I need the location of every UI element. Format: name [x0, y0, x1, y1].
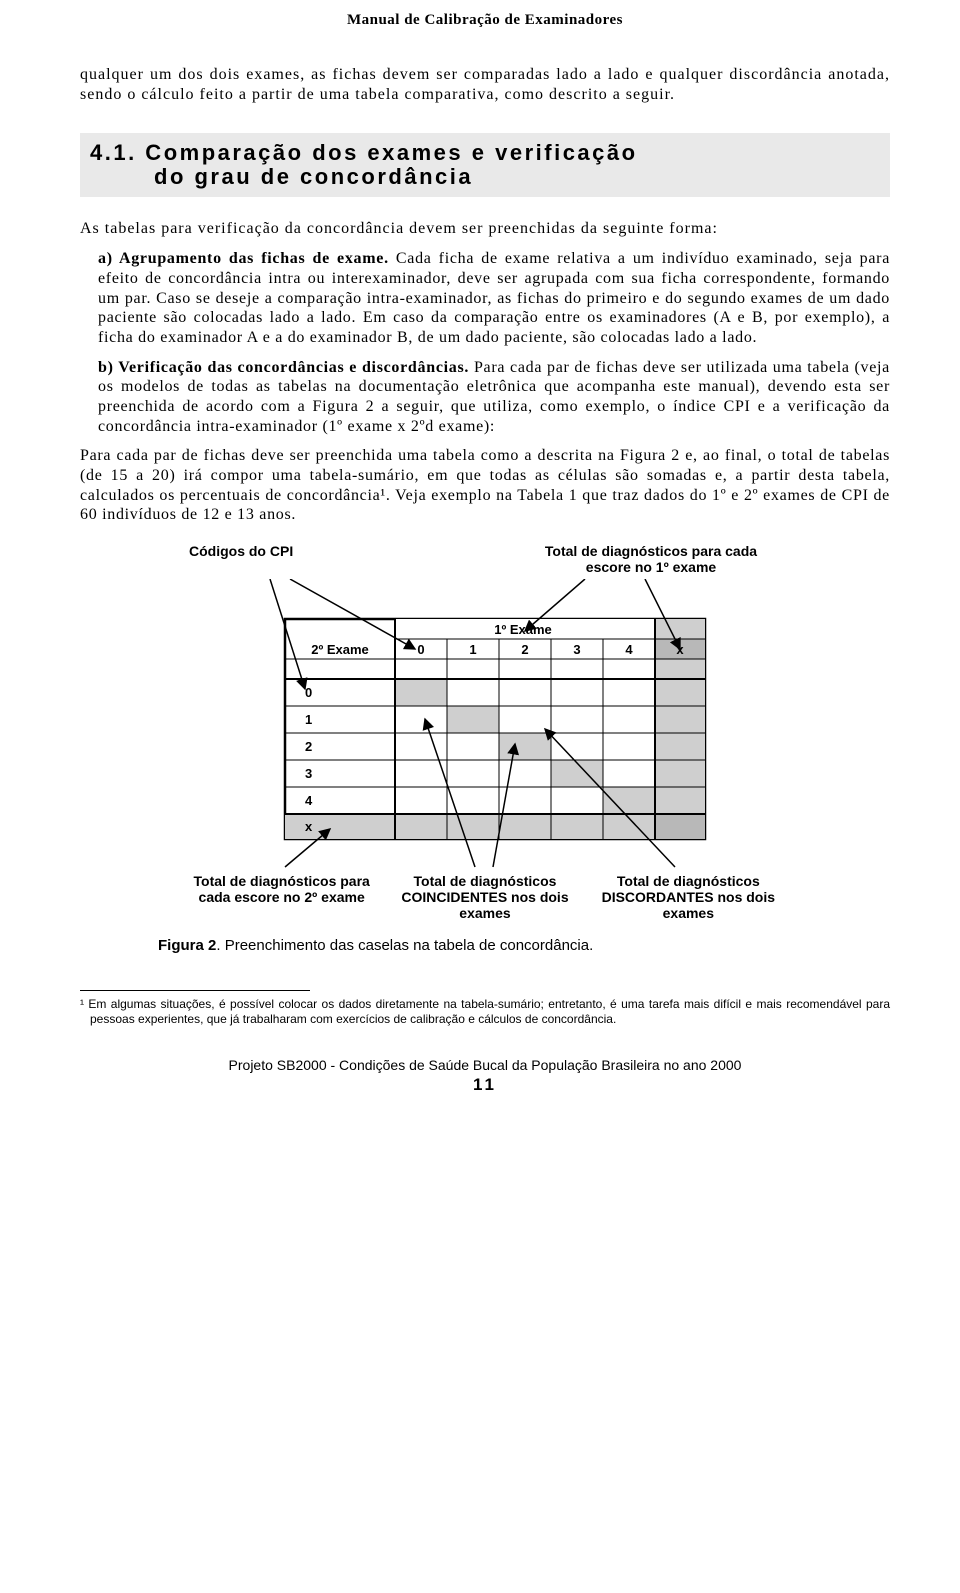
list-item-a-lead: a) Agrupamento das fichas de exame.	[98, 250, 389, 267]
svg-text:x: x	[305, 819, 313, 834]
svg-text:2: 2	[521, 642, 528, 657]
figure-bottom-callouts: Total de diagnósticos para cada escore n…	[185, 873, 785, 921]
svg-text:2: 2	[305, 739, 312, 754]
figure-caption-lead: Figura 2	[158, 937, 216, 954]
svg-text:3: 3	[573, 642, 580, 657]
svg-text:1º Exame: 1º Exame	[494, 622, 552, 637]
page-number: 11	[80, 1075, 890, 1095]
footer-text: Projeto SB2000 - Condições de Saúde Buca…	[80, 1057, 890, 1073]
figure-2: Códigos do CPI Total de diagnósticos par…	[185, 543, 785, 921]
list-item-b: b) Verificação das concordâncias e disco…	[80, 358, 890, 437]
svg-text:3: 3	[305, 766, 312, 781]
figure-table-svg: 1º Exame 2º Exame 0 1 2 3 4 x 0 1 2 3 4 …	[215, 579, 755, 869]
callout-codigos-cpi: Códigos do CPI	[189, 543, 389, 575]
svg-text:4: 4	[625, 642, 633, 657]
document-header: Manual de Calibração de Examinadores	[80, 12, 890, 29]
list-item-a: a) Agrupamento das fichas de exame. Cada…	[80, 249, 890, 347]
svg-text:0: 0	[305, 685, 312, 700]
footnote-1: ¹ Em algumas situações, é possível coloc…	[80, 997, 890, 1027]
figure-caption-text: . Preenchimento das caselas na tabela de…	[216, 937, 593, 954]
svg-text:4: 4	[305, 793, 313, 808]
callout-total-1o-exame: Total de diagnósticos para cada escore n…	[521, 543, 781, 575]
intro-paragraph: qualquer um dos dois exames, as fichas d…	[80, 65, 890, 105]
summary-paragraph: Para cada par de fichas deve ser preench…	[80, 446, 890, 525]
list-item-b-lead: b) Verificação das concordâncias e disco…	[98, 359, 469, 376]
footnote-separator	[80, 990, 310, 991]
svg-text:1: 1	[305, 712, 312, 727]
heading-line-2: do grau de concordância	[90, 165, 878, 189]
figure-caption: Figura 2. Preenchimento das caselas na t…	[158, 937, 890, 954]
svg-text:1: 1	[469, 642, 476, 657]
svg-text:0: 0	[417, 642, 424, 657]
section-heading: 4.1. Comparação dos exames e verificação…	[80, 133, 890, 197]
callout-coincidentes: Total de diagnósticos COINCIDENTES nos d…	[388, 873, 581, 921]
figure-top-callouts: Códigos do CPI Total de diagnósticos par…	[185, 543, 785, 575]
callout-discordantes: Total de diagnósticos DISCORDANTES nos d…	[592, 873, 785, 921]
callout-total-2o-exame: Total de diagnósticos para cada escore n…	[185, 873, 378, 921]
heading-line-1: 4.1. Comparação dos exames e verificação	[90, 140, 638, 165]
svg-text:2º Exame: 2º Exame	[311, 642, 369, 657]
lead-text: As tabelas para verificação da concordân…	[80, 219, 890, 239]
